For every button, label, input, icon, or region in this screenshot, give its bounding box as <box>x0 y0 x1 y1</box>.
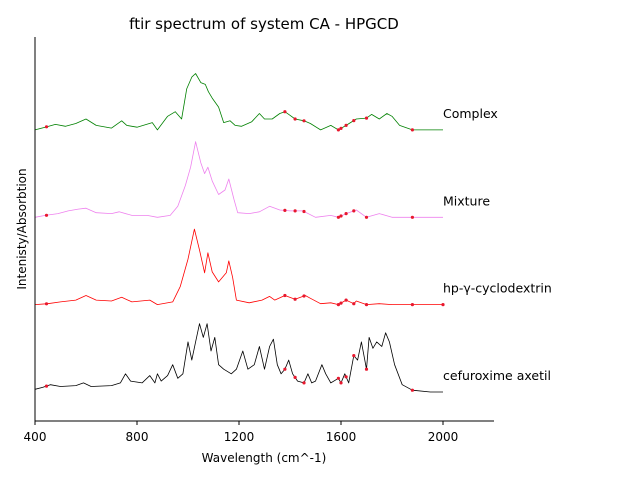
peak-marker <box>410 303 414 307</box>
peak-marker <box>441 303 445 307</box>
peak-marker <box>410 215 414 219</box>
peak-marker <box>302 209 306 214</box>
y-axis-label: Intenisty/Absorbtion <box>15 168 29 289</box>
plot-area <box>34 73 445 393</box>
series-label-1: hp-γ-cyclodextrin <box>443 281 552 296</box>
peak-marker <box>352 354 356 358</box>
peak-marker <box>336 376 340 380</box>
x-axis-ticks: 400 800 1200 1600 2000 <box>24 421 459 444</box>
peak-marker <box>336 303 340 307</box>
peak-marker <box>293 375 297 379</box>
series-line-1 <box>34 228 443 305</box>
series-label-2: Mixture <box>443 193 490 208</box>
peak-marker <box>283 367 287 371</box>
peak-marker <box>364 215 369 219</box>
peak-marker <box>364 303 369 307</box>
peak-marker <box>44 213 49 217</box>
series-labels: cefuroxime axetil hp-γ-cyclodextrin Mixtur… <box>443 106 552 383</box>
peak-marker <box>302 381 306 385</box>
peak-marker <box>336 128 340 132</box>
peak-marker <box>352 302 356 306</box>
series-line-0 <box>34 323 443 393</box>
peak-marker <box>410 128 414 132</box>
peak-marker <box>293 209 297 213</box>
peak-marker <box>344 123 348 127</box>
peak-marker <box>410 388 414 392</box>
peak-marker <box>44 125 49 129</box>
peak-marker <box>339 301 343 305</box>
series-label-0: cefuroxime axetil <box>443 368 551 383</box>
x-tick-label: 400 <box>24 430 47 444</box>
peak-marker <box>352 119 356 123</box>
x-tick-label: 800 <box>126 430 149 444</box>
peak-marker <box>302 294 306 298</box>
peak-marker <box>283 293 287 298</box>
peak-marker <box>293 117 297 121</box>
peak-marker <box>293 297 297 301</box>
peak-marker <box>344 298 348 302</box>
peak-marker <box>44 384 49 388</box>
peak-marker <box>302 119 306 123</box>
peak-marker <box>339 126 343 130</box>
peak-marker <box>364 367 369 371</box>
x-tick-label: 1200 <box>224 430 255 444</box>
chart-title: ftir spectrum of system CA - HPGCD <box>129 15 399 33</box>
peak-marker <box>44 302 49 306</box>
x-axis-label: Wavelength (cm^-1) <box>202 451 327 465</box>
x-tick-label: 2000 <box>428 430 459 444</box>
series-line-3 <box>34 73 443 131</box>
series-line-2 <box>34 141 443 218</box>
series-label-3: Complex <box>443 106 498 121</box>
peak-marker <box>339 214 343 218</box>
peak-marker <box>336 215 340 219</box>
peak-marker <box>283 110 287 114</box>
peak-marker <box>344 212 348 216</box>
peak-marker <box>339 381 343 385</box>
peak-marker <box>352 209 356 213</box>
peak-marker <box>344 375 348 379</box>
peak-marker <box>364 116 369 120</box>
peak-marker <box>283 208 287 212</box>
x-tick-label: 1600 <box>326 430 357 444</box>
